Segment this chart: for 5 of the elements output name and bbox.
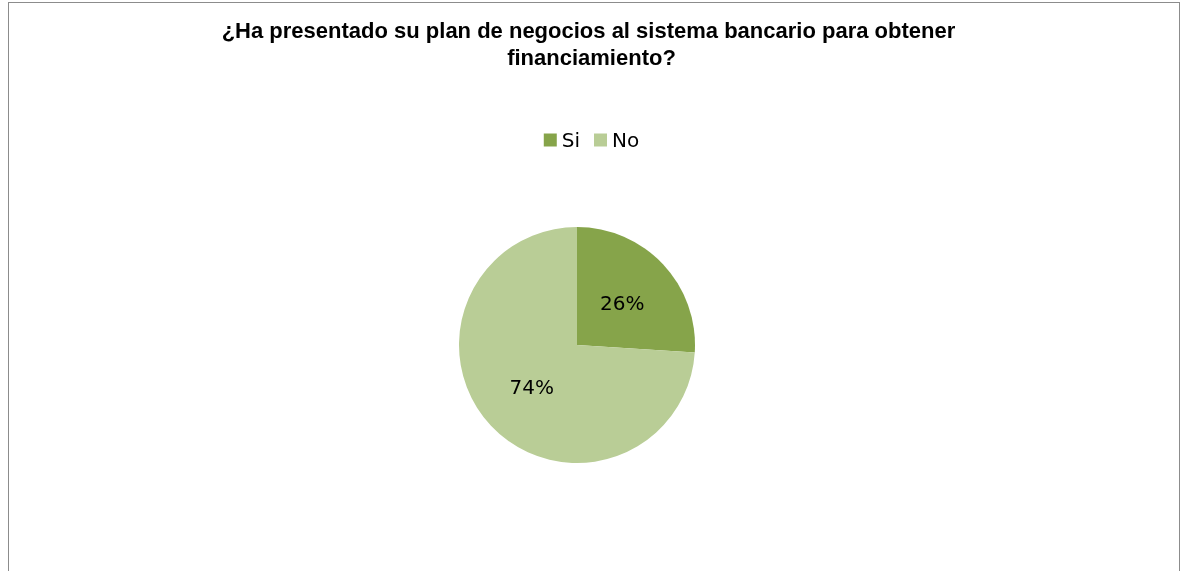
chart-title: ¿Ha presentado su plan de negocios al sistema bancario para obtener financiamiento? — [221, 18, 962, 70]
legend-label: No — [612, 128, 640, 152]
data-label: 26% — [599, 290, 645, 315]
data-label: 74% — [509, 375, 555, 400]
legend-label: Si — [561, 128, 581, 152]
